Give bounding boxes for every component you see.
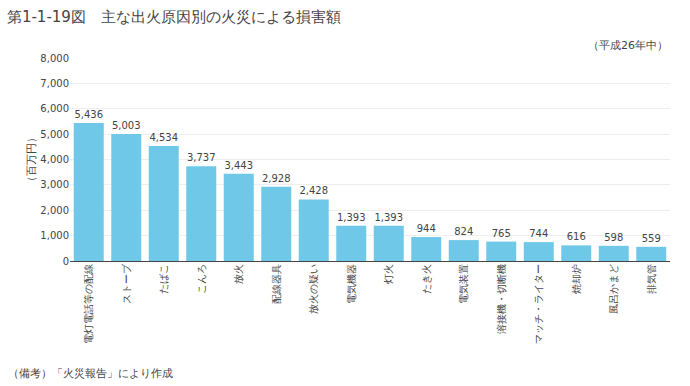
svg-text:4,000: 4,000 [40,154,69,165]
svg-text:5,436: 5,436 [74,109,103,120]
svg-text:マッチ・ライター: マッチ・ライター [533,264,544,344]
svg-text:焼却炉: 焼却炉 [571,264,582,294]
svg-text:たばこ: たばこ [158,264,169,294]
svg-text:616: 616 [567,231,586,242]
svg-text:598: 598 [604,232,623,243]
svg-text:電気装置: 電気装置 [458,264,469,304]
svg-text:風呂かまど: 風呂かまど [608,264,619,314]
svg-text:765: 765 [492,228,511,239]
svg-text:配線器具: 配線器具 [271,264,282,304]
svg-text:溶接機・切断機: 溶接機・切断機 [496,264,507,334]
svg-text:第1-1-19図 主な出火原因別の火災による損害額: 第1-1-19図 主な出火原因別の火災による損害額 [7,8,341,26]
svg-text:5,003: 5,003 [112,120,141,131]
svg-text:3,443: 3,443 [224,160,253,171]
svg-text:8,000: 8,000 [40,53,69,64]
svg-text:ストーブ: ストーブ [121,263,132,304]
svg-text:559: 559 [642,233,661,244]
svg-text:6,000: 6,000 [40,103,69,114]
svg-text:0: 0 [63,256,69,267]
svg-text:2,428: 2,428 [299,185,328,196]
svg-text:放火: 放火 [233,264,244,284]
svg-text:5,000: 5,000 [40,129,69,140]
svg-text:放火の疑い: 放火の疑い [308,264,319,314]
svg-text:1,393: 1,393 [337,212,366,223]
svg-text:電気機器: 電気機器 [346,264,357,304]
svg-text:944: 944 [417,223,436,234]
svg-text:こんろ: こんろ [196,264,207,294]
svg-text:3,000: 3,000 [40,179,69,190]
svg-text:たき火: たき火 [421,264,432,294]
svg-text:824: 824 [454,226,473,237]
svg-text:1,000: 1,000 [40,230,69,241]
svg-text:1,393: 1,393 [374,212,403,223]
svg-text:（平成26年中）: （平成26年中） [588,39,668,52]
svg-text:2,000: 2,000 [40,205,69,216]
svg-text:4,534: 4,534 [149,132,178,143]
svg-text:（百万円）: （百万円） [25,132,38,187]
svg-text:電灯電話等の配線: 電灯電話等の配線 [83,264,94,344]
svg-text:2,928: 2,928 [262,173,291,184]
svg-text:7,000: 7,000 [40,78,69,89]
svg-text:3,737: 3,737 [187,152,216,163]
svg-text:744: 744 [529,228,548,239]
svg-text:灯火: 灯火 [383,264,394,284]
svg-text:排気管: 排気管 [646,264,657,294]
svg-text:（備考）「火災報告」により作成: （備考）「火災報告」により作成 [8,367,173,380]
